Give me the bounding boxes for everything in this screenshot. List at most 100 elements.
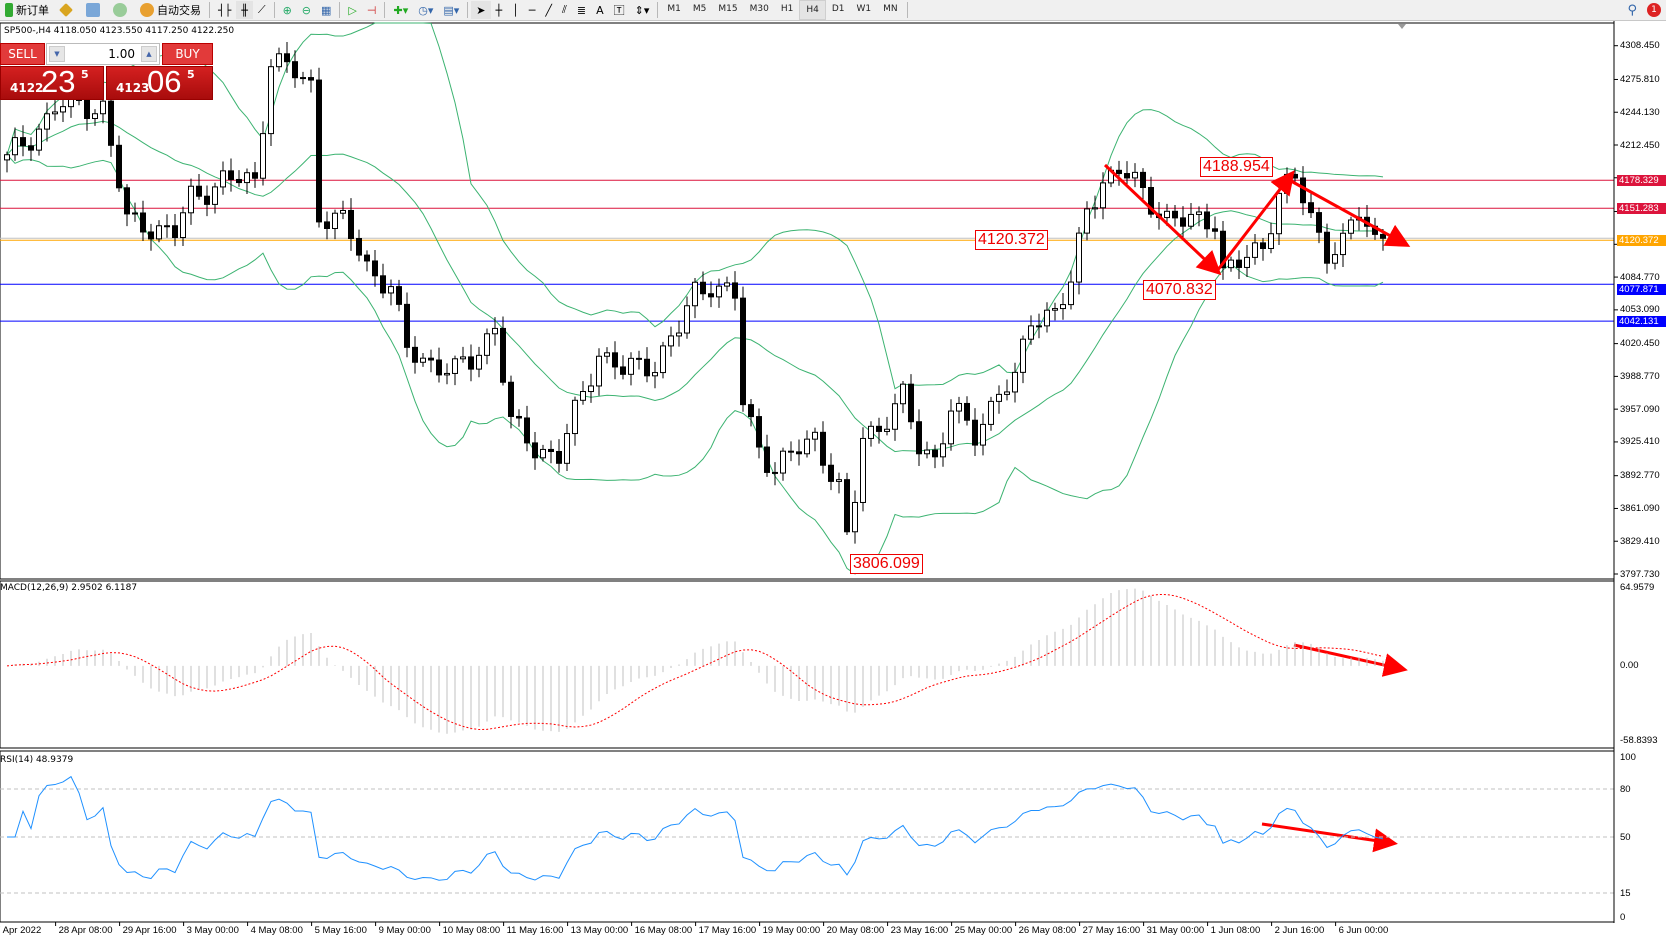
trendline-button[interactable]: ╱	[540, 1, 557, 19]
timeframe-w1[interactable]: W1	[856, 4, 872, 14]
candle-body	[1340, 232, 1346, 256]
candle	[1308, 191, 1314, 219]
candle	[948, 399, 954, 451]
zoom-out-button[interactable]: ⊖	[297, 1, 316, 19]
candle-body	[604, 352, 610, 357]
candle-body	[164, 225, 170, 228]
lot-decrease-button[interactable]: ▼	[49, 46, 65, 62]
indicators-button[interactable]: ✚▾	[388, 1, 413, 19]
candle	[116, 135, 122, 192]
candle	[1268, 222, 1274, 254]
zoom-in-button[interactable]: ⊕	[278, 1, 297, 19]
auto-scroll-button[interactable]: ▷	[343, 1, 361, 19]
candle-body	[964, 402, 970, 421]
timeframe-d1[interactable]: D1	[831, 4, 845, 14]
candle-body	[180, 212, 186, 239]
chart-canvas[interactable]	[0, 21, 1666, 940]
candle-body	[804, 438, 810, 455]
time-axis-label: 13 May 00:00	[570, 925, 629, 936]
candle	[476, 346, 482, 378]
text-button[interactable]: A	[591, 1, 609, 19]
ask-price-button[interactable]: 4123 06 5	[106, 64, 213, 100]
price-annotation[interactable]: 3806.099	[850, 554, 923, 574]
vertical-line-icon: │	[512, 3, 519, 17]
buy-button[interactable]: BUY	[162, 43, 213, 65]
candle-body	[812, 431, 818, 440]
candle	[636, 350, 642, 370]
notifications-button[interactable]: 1	[1642, 1, 1666, 19]
lot-increase-button[interactable]: ▲	[141, 46, 157, 62]
timeframe-m30[interactable]: M30	[749, 4, 769, 14]
candle-body	[1132, 171, 1138, 179]
sell-button[interactable]: SELL	[0, 43, 45, 65]
bar-chart-button[interactable]: ┤├	[213, 1, 236, 19]
fibonacci-button[interactable]: ≣	[572, 1, 591, 19]
signals-button[interactable]	[108, 1, 135, 19]
lot-size-input[interactable]: ▼ 1.00 ▲	[46, 43, 160, 65]
chart-shift-button[interactable]: ⊣	[362, 1, 382, 19]
price-annotation[interactable]: 4070.832	[1143, 280, 1216, 300]
timeframe-m1[interactable]: M1	[667, 4, 681, 14]
macd-panel-frame	[0, 580, 1615, 749]
metaeditor-button[interactable]	[54, 1, 81, 19]
candle-body	[828, 464, 834, 482]
candle-body	[300, 77, 306, 80]
horizontal-line-price-label: 4178.329	[1617, 174, 1666, 186]
candle	[436, 347, 442, 383]
tile-windows-button[interactable]: ▦	[316, 1, 336, 19]
candle	[364, 250, 370, 272]
candle-body	[556, 450, 562, 464]
price-annotation[interactable]: 4188.954	[1200, 157, 1273, 177]
rsi-label: RSI(14) 48.9379	[0, 755, 74, 765]
candle-body	[956, 402, 962, 412]
cursor-button[interactable]: ➤	[471, 1, 491, 19]
price-annotation[interactable]: 4120.372	[975, 230, 1048, 250]
candle	[900, 380, 906, 414]
lot-size-value[interactable]: 1.00	[108, 47, 135, 61]
timeframe-m5[interactable]: M5	[692, 4, 707, 14]
text-label-button[interactable]: 🅃	[609, 1, 630, 19]
candle-body	[1012, 371, 1018, 393]
divider	[209, 2, 210, 18]
line-chart-icon: ⟋	[257, 3, 266, 16]
timeframe-m15[interactable]: M15	[718, 4, 738, 14]
candle-body	[436, 359, 442, 376]
time-axis-label: 11 May 16:00	[506, 925, 564, 936]
candle-body	[524, 417, 530, 444]
timeframe-h1[interactable]: H1	[780, 4, 794, 14]
channel-button[interactable]: ⫽	[557, 1, 572, 19]
templates-button[interactable]: ▤▾	[438, 1, 464, 19]
candle-body	[1204, 211, 1210, 230]
new-order-button[interactable]: 新订单	[0, 1, 54, 19]
line-chart-button[interactable]: ⟋	[253, 1, 271, 19]
candle-body	[268, 66, 274, 135]
crosshair-button[interactable]: ┼	[491, 1, 508, 19]
candle-body	[900, 383, 906, 405]
candle	[340, 200, 346, 220]
horizontal-line-button[interactable]: ─	[524, 1, 541, 19]
time-axis-label: 6 Jun 00:00	[1338, 925, 1389, 936]
bid-price-button[interactable]: 4122 23 5	[0, 64, 104, 100]
periods-button[interactable]: ◷▾	[413, 1, 438, 19]
candle	[108, 88, 114, 157]
candle-body	[628, 357, 634, 375]
candle-chart-button[interactable]: ╫	[236, 1, 253, 19]
candle	[556, 439, 562, 473]
timeframe-mn[interactable]: MN	[883, 4, 898, 14]
candle-body	[92, 113, 98, 119]
vertical-line-button[interactable]: │	[507, 1, 524, 19]
price-axis-label: 3892.770	[1620, 470, 1660, 482]
rsi-line	[7, 775, 1384, 881]
candle-body	[196, 185, 202, 197]
candle	[1196, 206, 1202, 227]
arrows-button[interactable]: ⇕▾	[630, 1, 655, 19]
candle	[20, 125, 26, 157]
candle	[996, 385, 1002, 414]
time-axis-label: 19 May 00:00	[762, 925, 821, 936]
navigator-button[interactable]	[81, 1, 108, 19]
candle	[1084, 201, 1090, 241]
candle-body	[1028, 325, 1034, 340]
timeframe-h4[interactable]: H4	[799, 0, 826, 20]
search-button[interactable]: ⚲	[1622, 1, 1642, 19]
auto-trading-button[interactable]: 自动交易	[135, 1, 206, 19]
